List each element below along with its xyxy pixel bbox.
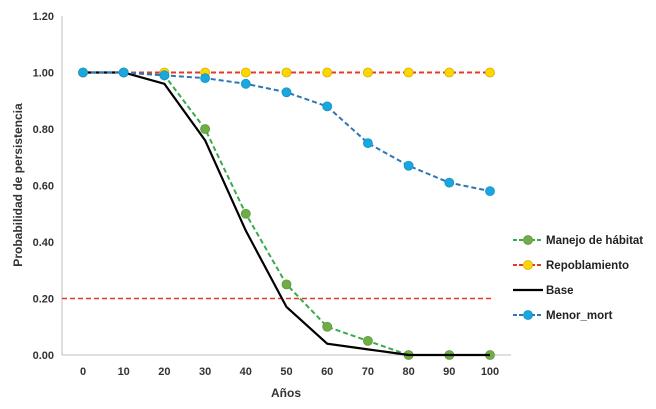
legend-label-base: Base: [546, 285, 574, 297]
y-tick-label: 0.60: [33, 181, 54, 193]
y-tick-labels: 0.00 0.20 0.40 0.60 0.80 1.00 1.20: [33, 11, 54, 362]
data-point-menor-mort: [240, 78, 251, 89]
x-tick-label: 50: [280, 366, 292, 378]
data-point-manejo-de-h-bitat: [281, 279, 292, 290]
data-point-menor-mort: [322, 101, 333, 112]
data-point-repoblamiento: [362, 67, 373, 78]
data-point-menor-mort: [200, 73, 211, 84]
data-point-manejo-de-h-bitat: [362, 335, 373, 346]
y-tick-label: 1.20: [33, 11, 54, 23]
x-axis-label: Años: [271, 386, 301, 400]
data-point-repoblamiento: [281, 67, 292, 78]
y-tick-label: 0.20: [33, 294, 54, 306]
y-tick-label: 0.00: [33, 350, 54, 362]
data-point-menor-mort: [403, 160, 414, 171]
y-tick-label: 0.80: [33, 124, 54, 136]
x-tick-label: 100: [481, 366, 499, 378]
data-point-repoblamiento: [240, 67, 251, 78]
x-tick-label: 0: [80, 366, 86, 378]
y-tick-label: 1.00: [33, 68, 54, 80]
legend-label-manejo-de-h-bitat: Manejo de hábitat: [546, 235, 643, 247]
x-tick-label: 40: [240, 366, 252, 378]
axes: [61, 16, 511, 356]
data-point-repoblamiento: [322, 67, 333, 78]
data-point-menor-mort: [281, 87, 292, 98]
data-point-menor-mort: [485, 186, 495, 197]
data-point-menor-mort: [118, 67, 129, 78]
x-tick-label: 30: [199, 366, 211, 378]
data-point-repoblamiento: [485, 67, 495, 78]
x-tick-label: 10: [118, 366, 130, 378]
legend-marker-repoblamiento: [523, 260, 533, 270]
data-point-menor-mort: [444, 177, 455, 188]
data-point-menor-mort: [362, 138, 373, 149]
data-point-manejo-de-h-bitat: [240, 208, 251, 219]
data-point-repoblamiento: [444, 67, 455, 78]
data-point-menor-mort: [159, 70, 170, 81]
legend-marker-manejo-de-h-bitat: [523, 235, 533, 245]
data-point-repoblamiento: [403, 67, 414, 78]
data-point-manejo-de-h-bitat: [322, 321, 333, 332]
x-tick-labels: 0 10 20 30 40 50 60 70 80 90 100: [80, 366, 499, 378]
legend-label-menor-mort: Menor_mort: [546, 310, 613, 322]
series-line-base: [83, 71, 490, 357]
x-tick-label: 90: [443, 366, 455, 378]
x-tick-label: 70: [362, 366, 374, 378]
y-tick-label: 0.40: [33, 237, 54, 249]
series-line-manejo-de-h-bitat: [83, 71, 490, 356]
data-point-manejo-de-h-bitat: [200, 124, 211, 134]
legend: Manejo de hábitat Repoblamiento Base Menor_…: [513, 235, 643, 322]
y-axis-label: Probabilidad de persistencia: [11, 103, 25, 267]
series-group: [78, 67, 495, 360]
legend-marker-menor-mort: [523, 310, 533, 320]
data-point-menor-mort: [78, 67, 88, 78]
legend-label-repoblamiento: Repoblamiento: [546, 260, 629, 272]
x-tick-label: 60: [321, 366, 333, 378]
x-tick-label: 20: [158, 366, 170, 378]
x-tick-label: 80: [402, 366, 414, 378]
